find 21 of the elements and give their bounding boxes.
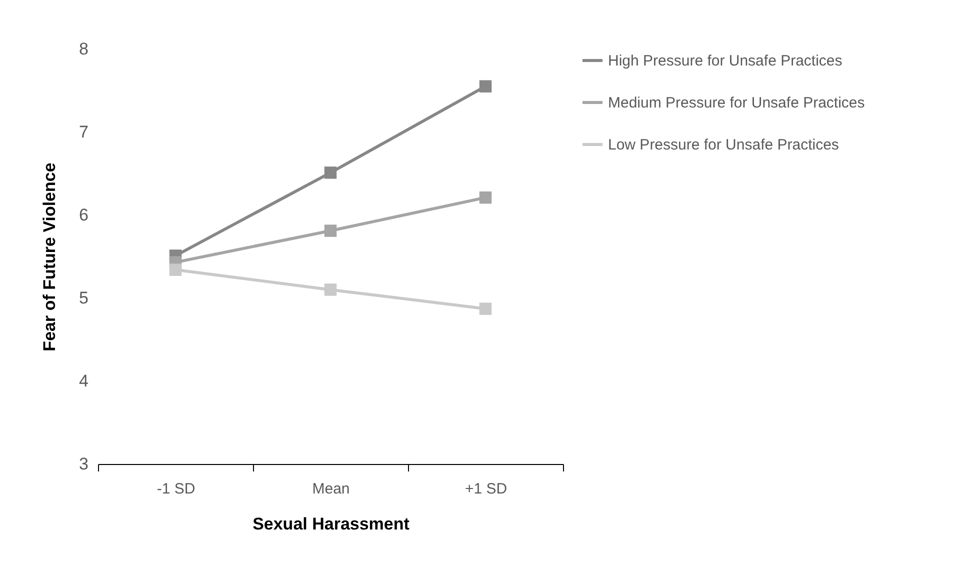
x-tick-label: +1 SD — [464, 480, 508, 498]
point — [479, 80, 492, 92]
x-tick-label: -1 SD — [156, 480, 196, 498]
y-tick-label: 4 — [79, 372, 88, 390]
x-tick-label: Mean — [312, 480, 350, 498]
legend-label: High Pressure for Unsafe Practices — [608, 52, 842, 70]
y-tick-label: 7 — [79, 122, 88, 142]
point — [324, 224, 337, 237]
point — [324, 284, 337, 296]
y-tick-label: 6 — [79, 206, 88, 224]
legend-label: Medium Pressure for Unsafe Practices — [608, 94, 865, 112]
x-axis-title: Sexual Harassment — [252, 514, 410, 534]
y-tick-label: 5 — [79, 288, 88, 308]
y-axis-title: Fear of Future Violence — [40, 162, 60, 352]
y-tick-label: 8 — [79, 40, 88, 58]
point — [479, 302, 492, 315]
point — [169, 264, 182, 276]
point — [479, 191, 492, 204]
y-tick-label: 3 — [79, 454, 88, 474]
point — [324, 166, 337, 179]
legend-label: Low Pressure for Unsafe Practices — [608, 136, 839, 154]
